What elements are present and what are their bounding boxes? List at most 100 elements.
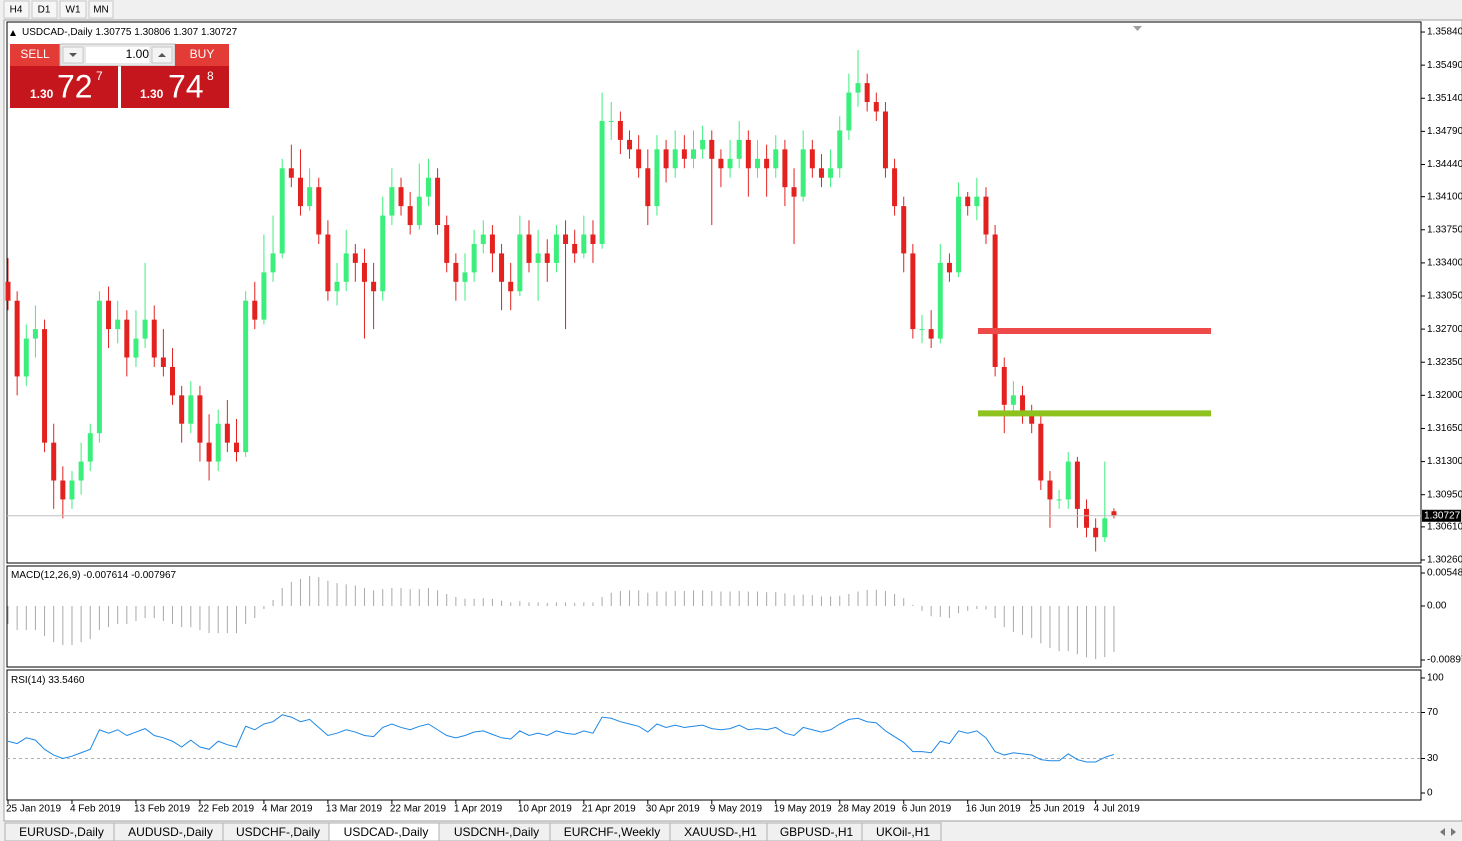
tf-button[interactable] — [59, 0, 87, 19]
tab-label[interactable]: GBPUSD-,H1 — [780, 825, 854, 839]
tf-label[interactable]: W1 — [66, 5, 81, 16]
candle-body — [645, 168, 651, 207]
candle-body — [471, 243, 477, 273]
candle-body — [590, 234, 596, 244]
candle-body — [42, 329, 48, 443]
tf-button[interactable] — [88, 0, 114, 19]
tab-label[interactable]: USDCAD-,Daily — [344, 825, 429, 839]
candle-body — [380, 215, 386, 292]
tf-button[interactable] — [31, 0, 58, 19]
candle-body — [179, 395, 185, 424]
rsi-line — [7, 714, 1115, 763]
tf-label[interactable]: H4 — [10, 5, 23, 16]
macd-label: MACD(12,26,9) — [11, 570, 80, 581]
tab-label[interactable]: USDCNH-,Daily — [454, 825, 539, 839]
ask-big: 1.30 — [140, 87, 164, 101]
macd-signal: -0.007967 — [131, 570, 176, 581]
sell-button[interactable] — [10, 44, 60, 66]
tab-scroll-left[interactable] — [1440, 828, 1445, 836]
rsi-header: RSI(14) 33.5460 — [11, 675, 85, 686]
candle-body — [1093, 527, 1099, 538]
candle-body — [553, 234, 559, 263]
candle-body — [654, 149, 660, 207]
bid-big: 1.30 — [30, 87, 54, 101]
bid-pips: 72 — [57, 68, 93, 104]
y-tick-label: 1.34100 — [1427, 191, 1462, 202]
candle-body — [508, 281, 514, 292]
candle-body — [425, 177, 431, 197]
candle-body — [243, 300, 249, 453]
y-tick-label: 0 — [1427, 788, 1433, 799]
candle-body — [727, 158, 733, 169]
candle-body — [14, 300, 20, 377]
y-tick-label: 1.35490 — [1427, 60, 1462, 71]
candle-body — [224, 423, 230, 443]
x-tick-label: 16 Jun 2019 — [966, 804, 1021, 815]
tab-label[interactable]: XAUUSD-,H1 — [684, 825, 757, 839]
tabs: EURUSD-,Daily AUDUSD-,Daily USDCHF-,Daily U… — [4, 822, 942, 841]
bid-label: 1.30727 — [1424, 510, 1461, 521]
candle-body — [1102, 518, 1108, 538]
candle-body — [782, 149, 788, 188]
candle-body — [919, 329, 925, 331]
y-tick-label: 1.35140 — [1427, 93, 1462, 104]
x-tick-label: 4 Feb 2019 — [70, 804, 121, 815]
candle-body — [764, 158, 770, 169]
x-tick-label: 1 Apr 2019 — [454, 804, 503, 815]
lot-value[interactable]: 1.00 — [126, 47, 150, 61]
candle-body — [206, 442, 212, 462]
buy-button[interactable] — [175, 44, 229, 66]
candle-body — [617, 120, 623, 140]
tab-label[interactable]: EURCHF-,Weekly — [564, 825, 660, 839]
candle-body — [636, 149, 642, 169]
y-tick-label: 0.005484 — [1427, 568, 1462, 579]
tab-scroll-right[interactable] — [1451, 828, 1456, 836]
candle-body — [627, 139, 633, 150]
candle-body — [252, 300, 258, 320]
candle-body — [809, 149, 815, 169]
y-tick-label: 1.34790 — [1427, 126, 1462, 137]
macd-panel — [6, 565, 1422, 668]
candle-body — [60, 480, 66, 500]
buy-label[interactable]: BUY — [190, 47, 215, 61]
x-tick-label: 13 Mar 2019 — [326, 804, 383, 815]
tab-label[interactable]: AUDUSD-,Daily — [128, 825, 213, 839]
candle-body — [23, 338, 29, 377]
bid-box[interactable] — [10, 66, 118, 108]
candle-body — [946, 262, 952, 273]
candle-body — [1001, 366, 1007, 405]
tf-label[interactable]: MN — [93, 5, 109, 16]
candle-body — [270, 253, 276, 273]
candle-body — [444, 225, 450, 263]
x-tick-label: 22 Mar 2019 — [390, 804, 447, 815]
tab-label[interactable]: UKOil-,H1 — [876, 825, 930, 839]
symbol: USDCAD-,Daily — [22, 27, 93, 38]
y-tick-label: 1.32350 — [1427, 357, 1462, 368]
y-tick-label: 1.30610 — [1427, 521, 1462, 532]
lot-input[interactable] — [86, 47, 149, 63]
candle-body — [1065, 461, 1071, 500]
x-tick-label: 19 May 2019 — [774, 804, 832, 815]
y-tick-label: -0.00897 — [1427, 655, 1462, 666]
candle-body — [1056, 499, 1062, 501]
candle-body — [407, 206, 413, 226]
candle-body — [663, 149, 669, 169]
macd-value: -0.007614 — [83, 570, 128, 581]
tab-label[interactable]: EURUSD-,Daily — [19, 825, 104, 839]
sell-label[interactable]: SELL — [20, 47, 50, 61]
y-tick-label: 1.32700 — [1427, 324, 1462, 335]
candle-body — [599, 120, 605, 244]
tab[interactable] — [861, 822, 942, 841]
ask-box[interactable] — [121, 66, 229, 108]
candle-body — [1038, 423, 1044, 481]
tf-label[interactable]: D1 — [38, 5, 51, 16]
tab-label[interactable]: USDCHF-,Daily — [236, 825, 320, 839]
tf-button[interactable] — [3, 0, 30, 19]
x-tick-label: 6 Jun 2019 — [902, 804, 952, 815]
candle-body — [361, 262, 367, 282]
candle-body — [873, 102, 879, 112]
rsi-label: RSI(14) — [11, 675, 45, 686]
rsi-panel — [6, 669, 1422, 801]
